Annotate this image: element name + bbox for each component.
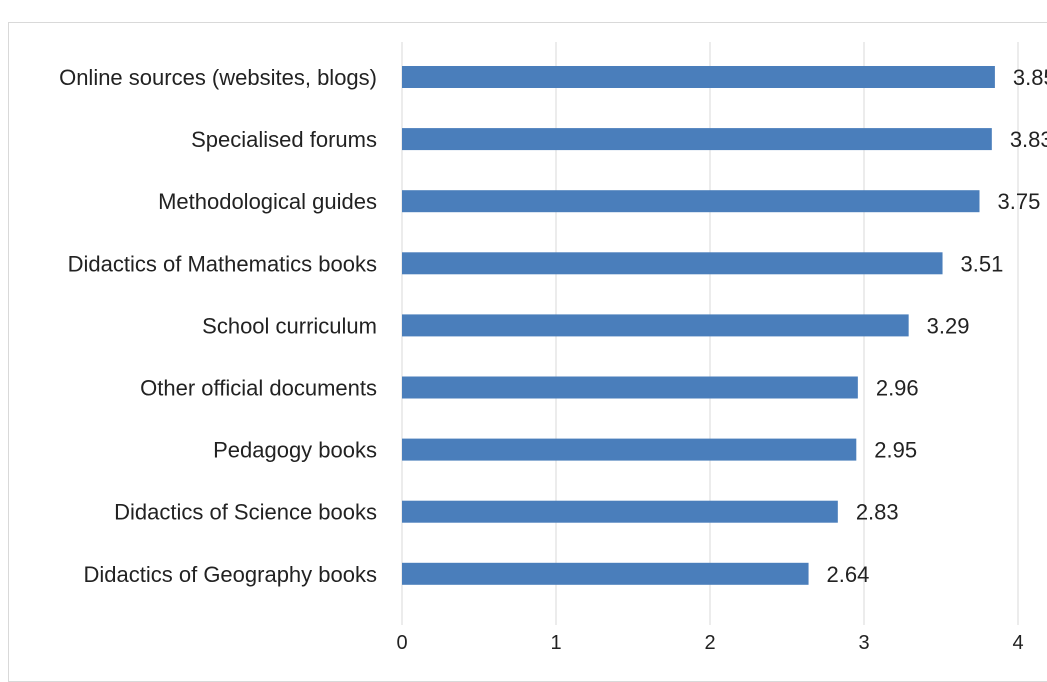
bar-6: [402, 438, 857, 461]
category-label-4: School curriculum: [202, 313, 377, 338]
category-label-2: Methodological guides: [158, 189, 377, 214]
category-label-7: Didactics of Science books: [114, 500, 377, 525]
bar-1: [402, 128, 992, 151]
category-label-3: Didactics of Mathematics books: [68, 251, 377, 276]
bar-8: [402, 562, 809, 585]
value-label-2: 3.75: [998, 189, 1041, 214]
x-tick-label-2: 2: [704, 632, 715, 654]
category-label-0: Online sources (websites, blogs): [59, 65, 377, 90]
x-tick-label-4: 4: [1012, 632, 1023, 654]
value-label-5: 2.96: [876, 376, 919, 401]
value-label-3: 3.51: [961, 251, 1004, 276]
x-axis-ticks: 0 1 2 3 4: [396, 632, 1023, 654]
category-label-8: Didactics of Geography books: [84, 562, 378, 587]
value-labels: 3.85 3.83 3.75 3.51 3.29 2.96 2.95 2.83 2.64: [827, 65, 1047, 587]
category-labels: Online sources (websites, blogs) Speciali…: [59, 65, 377, 587]
x-tick-label-0: 0: [396, 632, 407, 654]
bar-7: [402, 500, 838, 523]
value-label-6: 2.95: [874, 438, 917, 463]
bar-chart: Online sources (websites, blogs) Speciali…: [59, 42, 1047, 654]
category-label-5: Other official documents: [140, 376, 377, 401]
bar-3: [402, 252, 943, 275]
bars: [402, 66, 995, 585]
value-label-0: 3.85: [1013, 65, 1047, 90]
x-tick-label-1: 1: [550, 632, 561, 654]
chart-root: Online sources (websites, blogs) Speciali…: [8, 22, 1047, 682]
category-label-6: Pedagogy books: [213, 438, 377, 463]
value-label-8: 2.64: [827, 562, 870, 587]
value-label-4: 3.29: [927, 313, 970, 338]
bar-5: [402, 376, 858, 399]
x-tick-label-3: 3: [858, 632, 869, 654]
bar-4: [402, 314, 909, 337]
bar-0: [402, 66, 995, 88]
bar-2: [402, 190, 980, 213]
category-label-1: Specialised forums: [191, 127, 377, 152]
value-label-7: 2.83: [856, 500, 899, 525]
value-label-1: 3.83: [1010, 127, 1047, 152]
